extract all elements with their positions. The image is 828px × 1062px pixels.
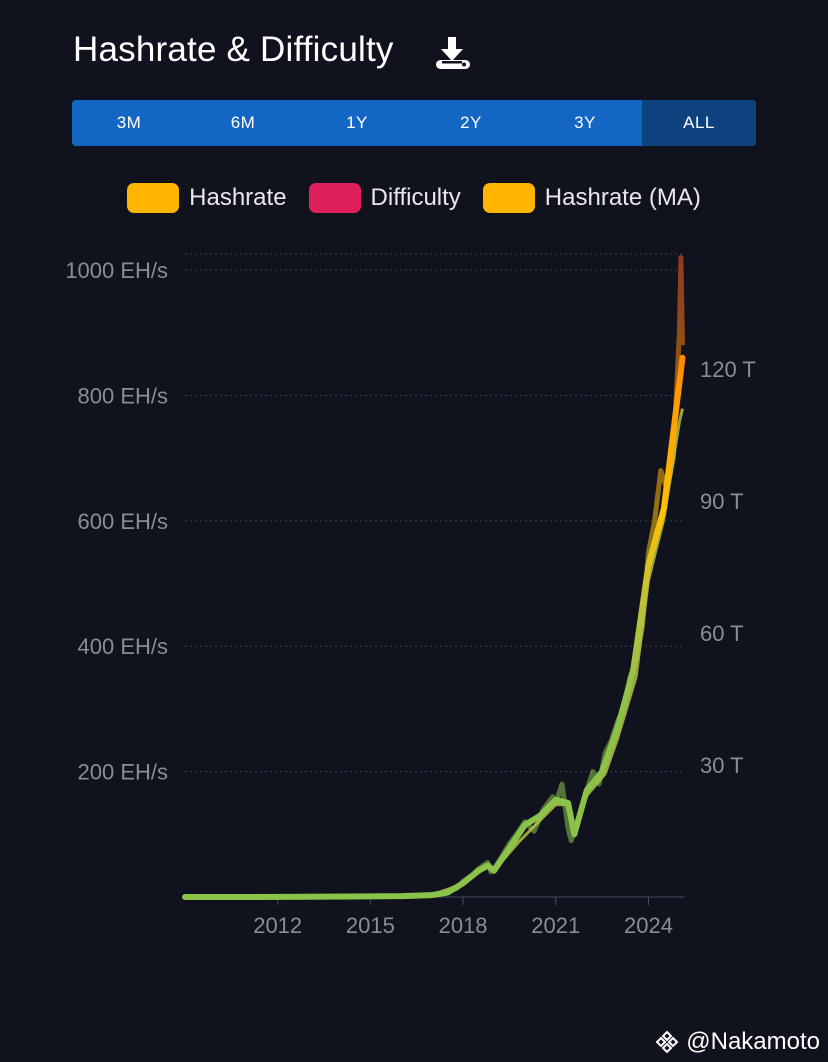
- chart-legend: Hashrate Difficulty Hashrate (MA): [0, 178, 828, 218]
- left-tick-label: 800 EH/s: [78, 383, 169, 408]
- left-axis: 200 EH/s 400 EH/s 600 EH/s 800 EH/s 1000 EH/…: [65, 258, 168, 785]
- right-tick-label: 60 T: [700, 621, 744, 646]
- left-tick-label: 200 EH/s: [78, 760, 169, 785]
- binance-logo-icon: [655, 1030, 679, 1054]
- right-axis: 30 T 60 T 90 T 120 T: [700, 357, 756, 778]
- range-selector: 3M 6M 1Y 2Y 3Y ALL: [72, 100, 756, 146]
- right-tick-label: 90 T: [700, 489, 744, 514]
- range-button-3m[interactable]: 3M: [116, 113, 142, 132]
- download-button[interactable]: [433, 34, 473, 74]
- left-tick-label: 400 EH/s: [78, 634, 169, 659]
- right-tick-label: 30 T: [700, 753, 744, 778]
- watermark: @Nakamoto: [654, 1028, 820, 1056]
- x-tick-label: 2018: [439, 913, 488, 938]
- x-tick-label: 2015: [346, 913, 395, 938]
- series-layer: [182, 255, 686, 900]
- range-button-all[interactable]: ALL: [642, 100, 756, 146]
- series-hashrate-ma: [182, 354, 686, 900]
- page-title: Hashrate & Difficulty: [73, 30, 394, 69]
- range-button-3y[interactable]: 3Y: [574, 113, 596, 132]
- left-tick-label: 1000 EH/s: [65, 258, 168, 283]
- series-difficulty: [184, 408, 684, 899]
- right-tick-label: 120 T: [700, 357, 756, 382]
- x-tick-label: 2024: [624, 913, 673, 938]
- watermark-text: @Nakamoto: [686, 1028, 820, 1055]
- left-tick-label: 600 EH/s: [78, 509, 169, 534]
- legend-swatch: [482, 183, 535, 213]
- download-icon: [436, 37, 470, 69]
- legend-item-difficulty[interactable]: Difficulty: [308, 183, 461, 213]
- x-axis: 2012 2015 2018 2021 2024: [185, 896, 684, 938]
- x-tick-label: 2021: [531, 913, 580, 938]
- legend-label: Hashrate: [189, 184, 287, 211]
- range-button-6m[interactable]: 6M: [230, 113, 256, 132]
- legend-item-hashrate-ma[interactable]: Hashrate (MA): [482, 183, 701, 213]
- range-button-1y[interactable]: 1Y: [346, 113, 368, 132]
- legend-item-hashrate[interactable]: Hashrate: [127, 183, 287, 213]
- legend-swatch: [308, 183, 361, 213]
- legend-swatch: [127, 183, 180, 213]
- legend-label: Hashrate (MA): [544, 184, 701, 211]
- x-tick-label: 2012: [253, 913, 302, 938]
- range-button-2y[interactable]: 2Y: [460, 113, 482, 132]
- series-hashrate: [185, 255, 685, 900]
- legend-label: Difficulty: [370, 184, 461, 211]
- grid-lines: [185, 253, 684, 773]
- hashrate-difficulty-chart: 200 EH/s 400 EH/s 600 EH/s 800 EH/s 1000 EH/…: [65, 253, 756, 938]
